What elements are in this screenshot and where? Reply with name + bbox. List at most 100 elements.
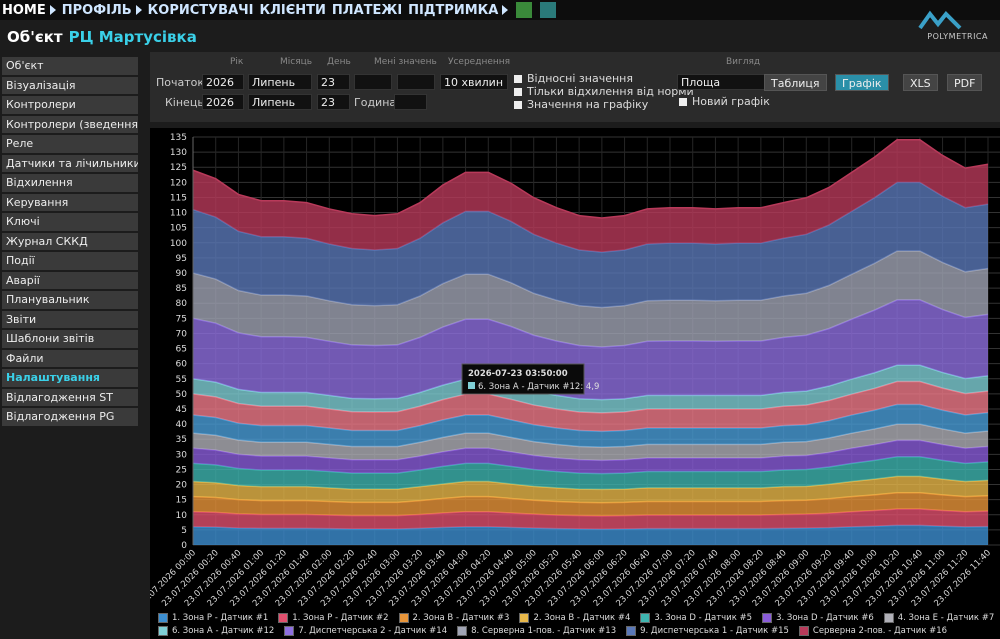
sidebar-item[interactable]: Датчики та лічильники: [2, 154, 138, 172]
legend-row: 1. Зона Р - Датчик #1 1. Зона Р - Датчик …: [158, 612, 1000, 625]
legend-item[interactable]: 3. Зона D - Датчик #5: [640, 612, 752, 623]
pdf-button[interactable]: PDF: [947, 74, 983, 91]
legend-item[interactable]: 2. Зона В - Датчик #4: [519, 612, 630, 623]
table-button[interactable]: Таблиця: [764, 74, 827, 91]
legend-swatch: [883, 612, 894, 623]
nav-item[interactable]: HOME: [2, 2, 46, 18]
legend-label: 6. Зона А - Датчик #12: [172, 626, 275, 636]
collapse-icon[interactable]: [540, 2, 557, 18]
xls-button[interactable]: XLS: [903, 74, 938, 91]
column-label: День: [327, 57, 351, 67]
day-input[interactable]: 23: [317, 94, 350, 110]
checkbox-label: Відносні значення: [527, 72, 633, 85]
y-tick-label: 50: [176, 390, 188, 400]
column-label: Мені значень: [374, 57, 437, 67]
checkbox[interactable]: Новий графік: [679, 95, 770, 108]
checkbox[interactable]: Значення на графіку: [514, 98, 648, 111]
legend-item[interactable]: 1. Зона Р - Датчик #2: [278, 612, 389, 623]
y-tick-label: 5: [181, 526, 187, 536]
sidebar-item[interactable]: Реле: [2, 135, 138, 153]
checkbox-label: Тільки відхилення від норми: [527, 85, 694, 98]
area: [193, 404, 988, 448]
checkbox[interactable]: Відносні значення: [514, 72, 633, 85]
y-tick-label: 35: [176, 435, 187, 445]
legend-item[interactable]: 9. Диспетчерська 1 - Датчик #15: [626, 625, 789, 636]
year-select[interactable]: 2026: [202, 94, 244, 110]
checkbox-label: Значення на графіку: [527, 98, 649, 111]
month-select[interactable]: Липень: [248, 74, 312, 90]
area: [193, 492, 988, 516]
y-tick-label: 10: [176, 511, 188, 521]
y-tick-label: 20: [176, 481, 188, 491]
y-tick-label: 40: [176, 420, 188, 430]
legend-label: 4. Зона Е - Датчик #7: [897, 613, 995, 623]
input[interactable]: [354, 74, 392, 90]
nav-item[interactable]: ПІДТРИМКА: [408, 2, 499, 18]
legend-swatch: [798, 625, 809, 636]
area: [193, 250, 988, 348]
y-tick-label: 120: [170, 178, 187, 188]
sidebar-item[interactable]: Шаблони звітів: [2, 330, 138, 348]
legend-label: 1. Зона Р - Датчик #2: [292, 613, 389, 623]
legend-label: 8. Серверна 1-пов. - Датчик #13: [471, 626, 617, 636]
exit-icon[interactable]: [516, 2, 533, 18]
input[interactable]: [397, 74, 435, 90]
sidebar-item[interactable]: Об'єкт: [2, 57, 138, 75]
legend-swatch: [158, 625, 168, 636]
checkbox[interactable]: Тільки відхилення від норми: [514, 85, 694, 98]
averaging-select[interactable]: 10 хвилин: [440, 74, 508, 90]
sidebar-item[interactable]: Керування: [2, 193, 138, 211]
area: [193, 525, 988, 545]
column-label: Усереднення: [448, 57, 511, 67]
sidebar-item[interactable]: Файли: [2, 349, 138, 367]
y-tick-label: 115: [170, 193, 187, 203]
sidebar-item[interactable]: Звіти: [2, 310, 138, 328]
sidebar-item[interactable]: Журнал СККД: [2, 232, 138, 250]
sidebar-item[interactable]: Планувальник: [2, 291, 138, 309]
legend: 1. Зона Р - Датчик #1 1. Зона Р - Датчик …: [158, 612, 1000, 639]
hour-input[interactable]: [394, 94, 427, 110]
month-select[interactable]: Липень: [248, 94, 312, 110]
nav-item[interactable]: ПЛАТЕЖІ: [331, 2, 403, 18]
y-tick-label: 135: [170, 133, 187, 143]
tooltip-box: [461, 363, 585, 395]
legend-item[interactable]: 1. Зона Р - Датчик #1: [158, 612, 268, 623]
legend-item[interactable]: 2. Зона В - Датчик #3: [398, 612, 509, 623]
area: [193, 440, 988, 474]
day-input[interactable]: 23: [317, 74, 350, 90]
sidebar-item[interactable]: Контролери: [2, 96, 138, 114]
sidebar-item[interactable]: Візуалізація: [2, 76, 138, 94]
legend-item[interactable]: 6. Зона А - Датчик #12: [158, 625, 275, 636]
sidebar-item[interactable]: Аварії: [2, 271, 138, 289]
tooltip-time: 2026-07-23 03:50:00: [468, 369, 568, 379]
logo-mark: [918, 10, 962, 30]
view-select[interactable]: Площа: [677, 74, 777, 90]
y-tick-label: 30: [176, 450, 188, 460]
start-label: Початок: [156, 76, 205, 89]
legend-swatch: [626, 625, 637, 636]
area: [193, 381, 988, 432]
sidebar-item[interactable]: Відхилення: [2, 174, 138, 192]
sidebar-item[interactable]: Відлагодження ST: [2, 388, 138, 406]
y-tick-label: 110: [170, 209, 187, 219]
legend-label: 9. Диспетчерська 1 - Датчик #15: [640, 626, 789, 636]
nav-item[interactable]: ПРОФІЛЬ: [61, 2, 132, 18]
legend-item[interactable]: 4. Зона Е - Датчик #7: [883, 612, 995, 623]
legend-item[interactable]: 7. Диспетчерська 2 - Датчик #14: [284, 625, 447, 636]
nav-item[interactable]: КОРИСТУВАЧІ: [147, 2, 254, 18]
sidebar-item[interactable]: Відлагодження PG: [2, 408, 138, 426]
year-select[interactable]: 2026: [202, 74, 244, 90]
legend-item[interactable]: 8. Серверна 1-пов. - Датчик #13: [457, 625, 617, 636]
legend-label: 3. Зона D - Датчик #6: [776, 613, 874, 623]
sidebar-item[interactable]: Контролери (зведення): [2, 115, 138, 133]
legend-item[interactable]: 3. Зона D - Датчик #6: [762, 612, 874, 623]
sidebar-item[interactable]: Налаштування: [2, 369, 138, 387]
sidebar-item[interactable]: Події: [2, 252, 138, 270]
sidebar-item[interactable]: Ключі: [2, 213, 138, 231]
chart-button[interactable]: Графік: [835, 74, 889, 91]
y-tick-label: 130: [170, 148, 187, 158]
legend-item[interactable]: Серверна 2-пов. - Датчик #16: [798, 625, 947, 636]
controls: Рік Місяць День Мені значень Усереднення…: [150, 52, 1000, 122]
nav-item[interactable]: КЛІЄНТИ: [259, 2, 326, 18]
y-tick-label: 65: [176, 345, 187, 355]
